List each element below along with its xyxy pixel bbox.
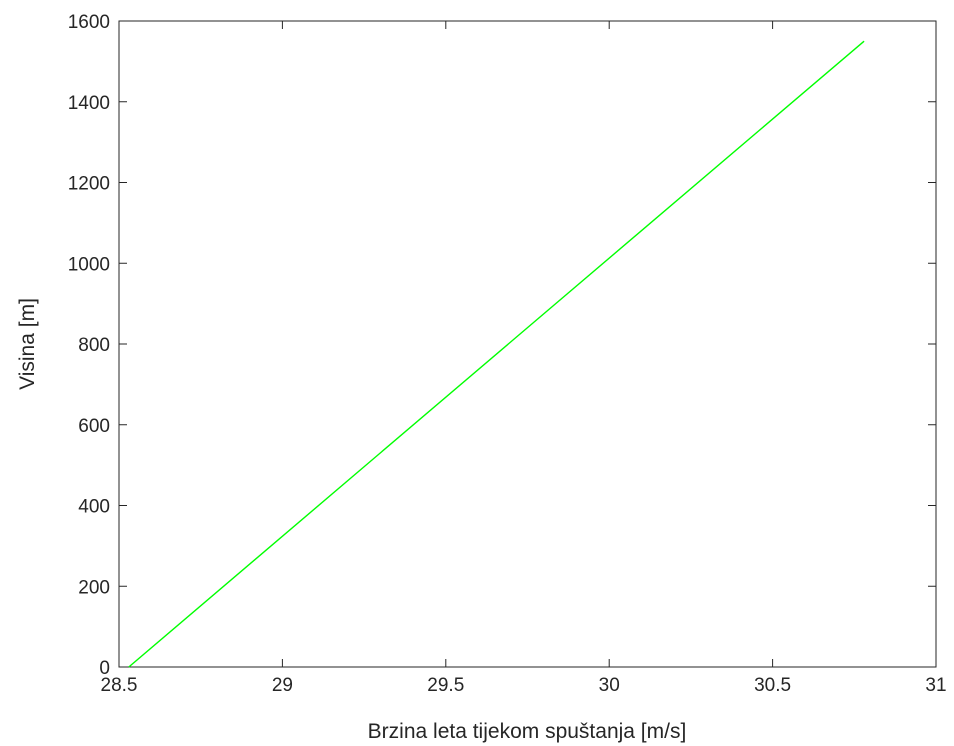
y-axis-label: Visina [m] [16, 298, 39, 390]
x-axis-label: Brzina leta tijekom spuštanja [m/s] [368, 720, 687, 743]
y-tick-label: 600 [78, 416, 110, 437]
y-tick-label: 200 [78, 577, 110, 598]
y-tick-label: 1200 [68, 174, 110, 195]
y-tick-label: 1000 [68, 254, 110, 275]
x-tick-label: 30.5 [754, 675, 791, 696]
y-tick-label: 800 [78, 335, 110, 356]
y-tick-label: 1400 [68, 93, 110, 114]
plot-area [118, 20, 937, 668]
x-tick-label: 28.5 [101, 675, 138, 696]
y-tick-label: 0 [99, 658, 110, 679]
y-tick-label: 400 [78, 497, 110, 518]
x-tick-label: 29 [272, 675, 293, 696]
axis-ticks: 28.5 29 29.5 30 30.5 31 0 200 400 600 800 1000 1200 1… [68, 12, 947, 696]
x-tick-label: 31 [925, 675, 946, 696]
series-line [128, 40, 865, 668]
x-tick-label: 30 [599, 675, 620, 696]
y-tick-label: 1600 [68, 12, 110, 33]
series-group [128, 40, 865, 668]
x-tick-label: 29.5 [427, 675, 464, 696]
